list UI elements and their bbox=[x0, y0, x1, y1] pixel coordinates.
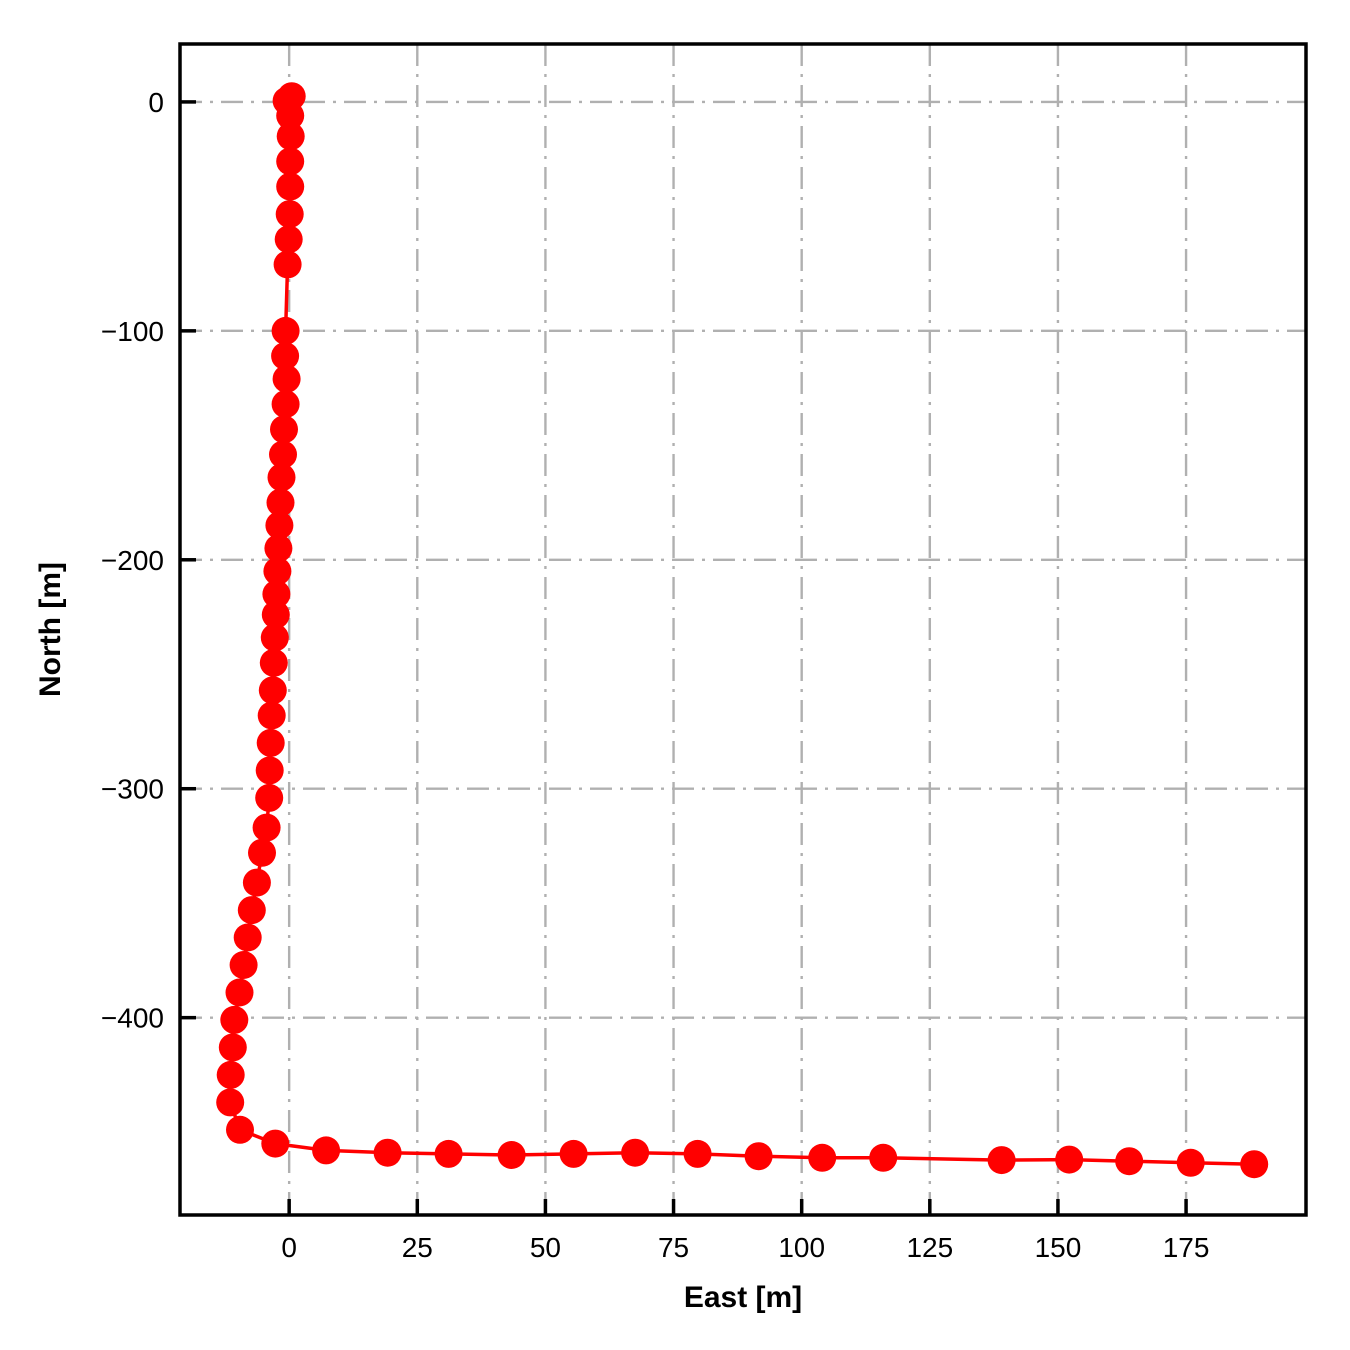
trajectory-marker bbox=[225, 978, 254, 1007]
trajectory-marker bbox=[257, 701, 286, 730]
trajectory-marker bbox=[229, 951, 258, 979]
y-tick-label: −200 bbox=[101, 545, 164, 576]
trajectory-marker bbox=[265, 511, 294, 540]
trajectory-marker bbox=[261, 1129, 290, 1158]
trajectory-marker bbox=[276, 101, 305, 130]
trajectory-marker bbox=[434, 1139, 463, 1168]
trajectory-marker bbox=[263, 557, 292, 586]
trajectory-marker bbox=[312, 1136, 341, 1165]
trajectory-marker bbox=[258, 676, 287, 705]
trajectory-marker bbox=[275, 200, 304, 229]
trajectory-marker bbox=[252, 813, 281, 842]
trajectory-marker bbox=[255, 756, 284, 785]
trajectory-marker bbox=[1115, 1147, 1144, 1176]
trajectory-marker bbox=[269, 440, 297, 469]
trajectory-marker bbox=[373, 1138, 402, 1167]
trajectory-marker bbox=[276, 122, 305, 151]
trajectory-marker bbox=[621, 1138, 650, 1167]
trajectory-marker bbox=[1176, 1148, 1205, 1177]
trajectory-marker bbox=[987, 1146, 1016, 1175]
x-tick-label: 50 bbox=[530, 1232, 561, 1263]
trajectory-marker bbox=[1240, 1150, 1269, 1179]
trajectory-marker bbox=[264, 534, 293, 563]
trajectory-marker bbox=[1055, 1145, 1084, 1174]
axes-frame bbox=[178, 42, 1308, 1217]
trajectory-marker bbox=[220, 1005, 249, 1034]
trajectory-marker bbox=[559, 1139, 588, 1168]
y-tick-label: 0 bbox=[148, 87, 164, 118]
trajectory-marker bbox=[272, 364, 301, 393]
trajectory-marker bbox=[255, 783, 284, 812]
x-tick-label: 100 bbox=[778, 1232, 825, 1263]
trajectory-marker bbox=[271, 342, 300, 370]
trajectory-marker bbox=[259, 648, 288, 677]
x-tick-label: 75 bbox=[658, 1232, 689, 1263]
trajectory-marker bbox=[237, 896, 266, 925]
trajectory-marker bbox=[248, 838, 276, 867]
y-tick-label: −400 bbox=[101, 1003, 164, 1034]
trajectory-marker bbox=[262, 580, 291, 609]
trajectory-marker bbox=[266, 488, 295, 517]
trajectory-marker bbox=[869, 1143, 898, 1172]
trajectory-marker bbox=[271, 390, 300, 419]
trajectory-marker bbox=[260, 623, 289, 652]
trajectory-marker bbox=[276, 172, 305, 201]
x-tick-label: 0 bbox=[281, 1232, 297, 1263]
x-tick-label: 175 bbox=[1163, 1232, 1210, 1263]
x-tick-label: 150 bbox=[1035, 1232, 1082, 1263]
x-tick-label: 125 bbox=[906, 1232, 953, 1263]
x-axis-label: East [m] bbox=[684, 1281, 802, 1314]
trajectory-marker bbox=[497, 1141, 526, 1169]
trajectory-marker bbox=[276, 147, 305, 176]
trajectory-marker bbox=[744, 1142, 773, 1171]
y-tick-label: −100 bbox=[101, 316, 164, 347]
trajectory-marker bbox=[242, 868, 271, 897]
trajectory-marker bbox=[216, 1060, 245, 1089]
y-tick-label: −300 bbox=[101, 774, 164, 805]
trajectory-marker bbox=[233, 923, 262, 952]
trajectory-marker bbox=[216, 1088, 245, 1117]
trajectory-marker bbox=[226, 1115, 254, 1144]
trajectory-marker bbox=[274, 225, 303, 254]
trajectory-marker bbox=[267, 463, 296, 492]
trajectory-marker bbox=[270, 415, 298, 444]
x-tick-label: 25 bbox=[402, 1232, 433, 1263]
trajectory-marker bbox=[273, 250, 302, 279]
trajectory-marker bbox=[261, 600, 290, 629]
trajectory-marker bbox=[271, 316, 300, 345]
trajectory-marker bbox=[808, 1143, 837, 1172]
trajectory-marker bbox=[218, 1033, 247, 1062]
trajectory-marker bbox=[683, 1139, 712, 1168]
trajectory-marker bbox=[256, 728, 285, 757]
y-axis-label: North [m] bbox=[34, 562, 67, 697]
